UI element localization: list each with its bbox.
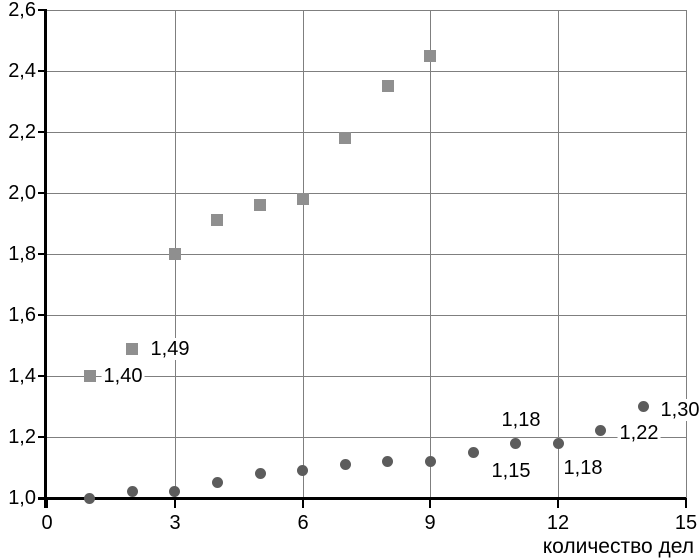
x-tick-mark (557, 498, 559, 508)
data-point-circle (425, 456, 436, 467)
x-axis-line (38, 497, 686, 500)
y-tick-mark (38, 9, 47, 11)
y-tick-mark (38, 375, 47, 377)
data-point-circle (595, 425, 606, 436)
data-point-label: 1,30 (658, 399, 699, 421)
data-point-label: 1,22 (617, 422, 661, 444)
data-point-label: 1,18 (499, 409, 543, 431)
x-tick-mark (302, 498, 304, 508)
y-tick-label: 1,6 (8, 304, 36, 326)
data-point-square (254, 199, 266, 211)
v-gridline (558, 10, 559, 498)
data-point-label: 1,15 (489, 460, 533, 482)
data-point-circle (169, 486, 180, 497)
y-tick-mark (38, 253, 47, 255)
y-tick-mark (38, 192, 47, 194)
y-tick-label: 1,0 (8, 487, 36, 509)
h-gridline (47, 132, 686, 133)
y-tick-mark (38, 70, 47, 72)
data-point-square (211, 214, 223, 226)
data-point-square (84, 370, 96, 382)
x-tick-label: 3 (169, 512, 181, 534)
data-point-circle (212, 477, 223, 488)
y-tick-mark (38, 131, 47, 133)
y-tick-label: 1,4 (8, 365, 36, 387)
data-point-label: 1,40 (101, 365, 145, 387)
v-gridline (430, 10, 431, 498)
data-point-circle (510, 438, 521, 449)
x-axis-title: количество дел (542, 535, 694, 558)
x-tick-mark (429, 498, 431, 508)
y-tick-mark (38, 314, 47, 316)
y-tick-label: 2,6 (8, 0, 36, 21)
data-point-square (126, 343, 138, 355)
x-tick-mark (685, 498, 687, 508)
data-point-square (169, 248, 181, 260)
data-point-square (382, 80, 394, 92)
data-point-label: 1,18 (561, 457, 605, 479)
data-point-circle (382, 456, 393, 467)
v-gridline (686, 10, 687, 498)
data-point-circle (297, 465, 308, 476)
h-gridline (47, 71, 686, 72)
data-point-circle (553, 438, 564, 449)
y-tick-label: 2,2 (8, 121, 36, 143)
data-point-circle (255, 468, 266, 479)
h-gridline (47, 254, 686, 255)
data-point-square (297, 193, 309, 205)
data-point-circle (127, 486, 138, 497)
h-gridline (47, 193, 686, 194)
data-point-label: 1,49 (148, 338, 192, 360)
h-gridline (47, 376, 686, 377)
data-point-circle (468, 447, 479, 458)
x-tick-label: 12 (546, 512, 570, 534)
y-tick-label: 2,4 (8, 60, 36, 82)
y-tick-label: 2,0 (8, 182, 36, 204)
data-point-circle (638, 401, 649, 412)
data-point-circle (340, 459, 351, 470)
v-gridline (303, 10, 304, 498)
data-point-square (339, 132, 351, 144)
y-tick-mark (38, 436, 47, 438)
y-axis-line (44, 9, 47, 508)
h-gridline (47, 315, 686, 316)
x-tick-label: 15 (674, 512, 698, 534)
x-tick-mark (174, 498, 176, 508)
y-tick-label: 1,2 (8, 426, 36, 448)
x-tick-label: 6 (297, 512, 309, 534)
h-gridline (47, 437, 686, 438)
x-tick-mark (46, 498, 48, 508)
data-point-square (424, 50, 436, 62)
y-tick-label: 1,8 (8, 243, 36, 265)
data-point-circle (84, 493, 95, 504)
x-tick-label: 0 (41, 512, 53, 534)
x-tick-label: 9 (424, 512, 436, 534)
h-gridline (47, 10, 686, 11)
